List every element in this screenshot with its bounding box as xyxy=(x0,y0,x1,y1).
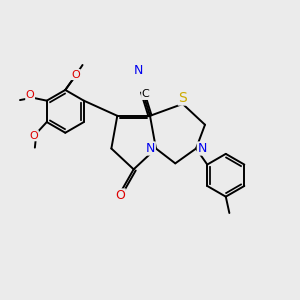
Text: O: O xyxy=(115,189,125,202)
Text: C: C xyxy=(142,89,149,99)
Text: N: N xyxy=(197,142,207,155)
Text: N: N xyxy=(146,142,155,155)
Text: O: O xyxy=(30,131,38,141)
Text: O: O xyxy=(26,90,34,100)
Text: S: S xyxy=(178,91,187,105)
Text: N: N xyxy=(134,64,143,77)
Text: O: O xyxy=(71,70,80,80)
